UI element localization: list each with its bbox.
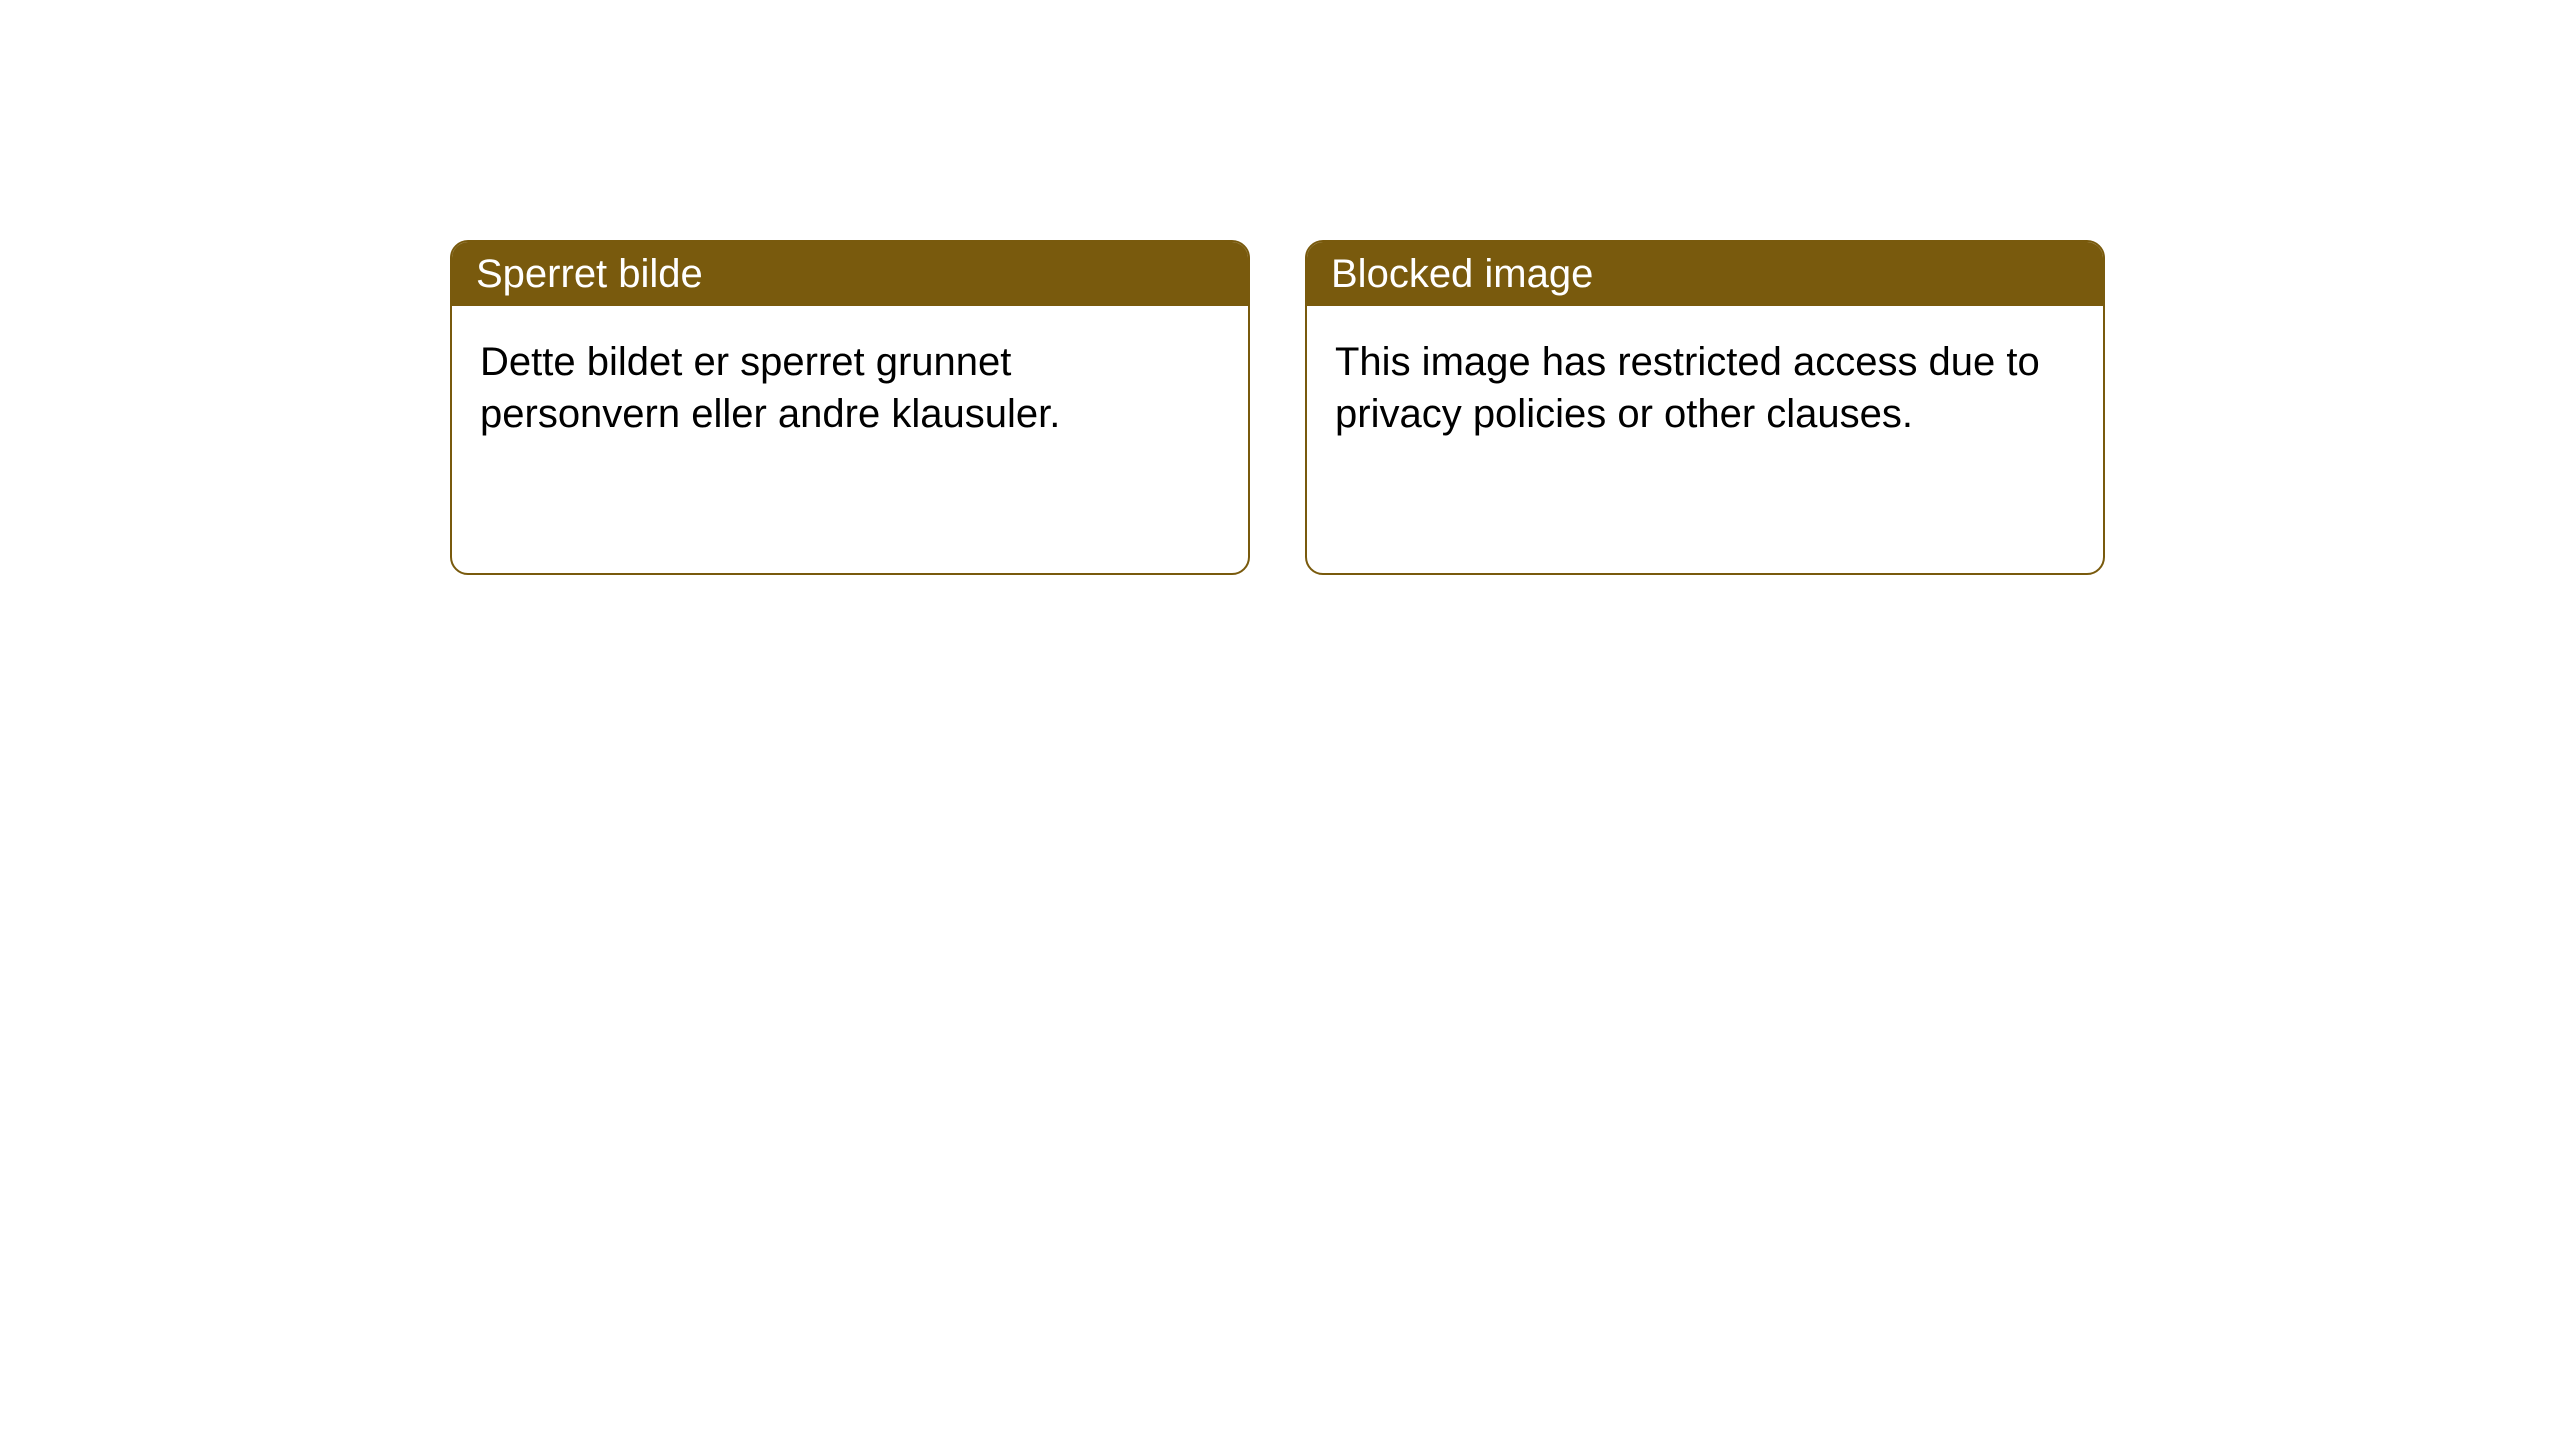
card-title: Sperret bilde [452, 242, 1248, 306]
notice-card-english: Blocked image This image has restricted … [1305, 240, 2105, 575]
card-body-text: Dette bildet er sperret grunnet personve… [452, 306, 1248, 470]
card-body-text: This image has restricted access due to … [1307, 306, 2103, 470]
notice-card-norwegian: Sperret bilde Dette bildet er sperret gr… [450, 240, 1250, 575]
card-title: Blocked image [1307, 242, 2103, 306]
notice-cards-container: Sperret bilde Dette bildet er sperret gr… [450, 240, 2560, 575]
